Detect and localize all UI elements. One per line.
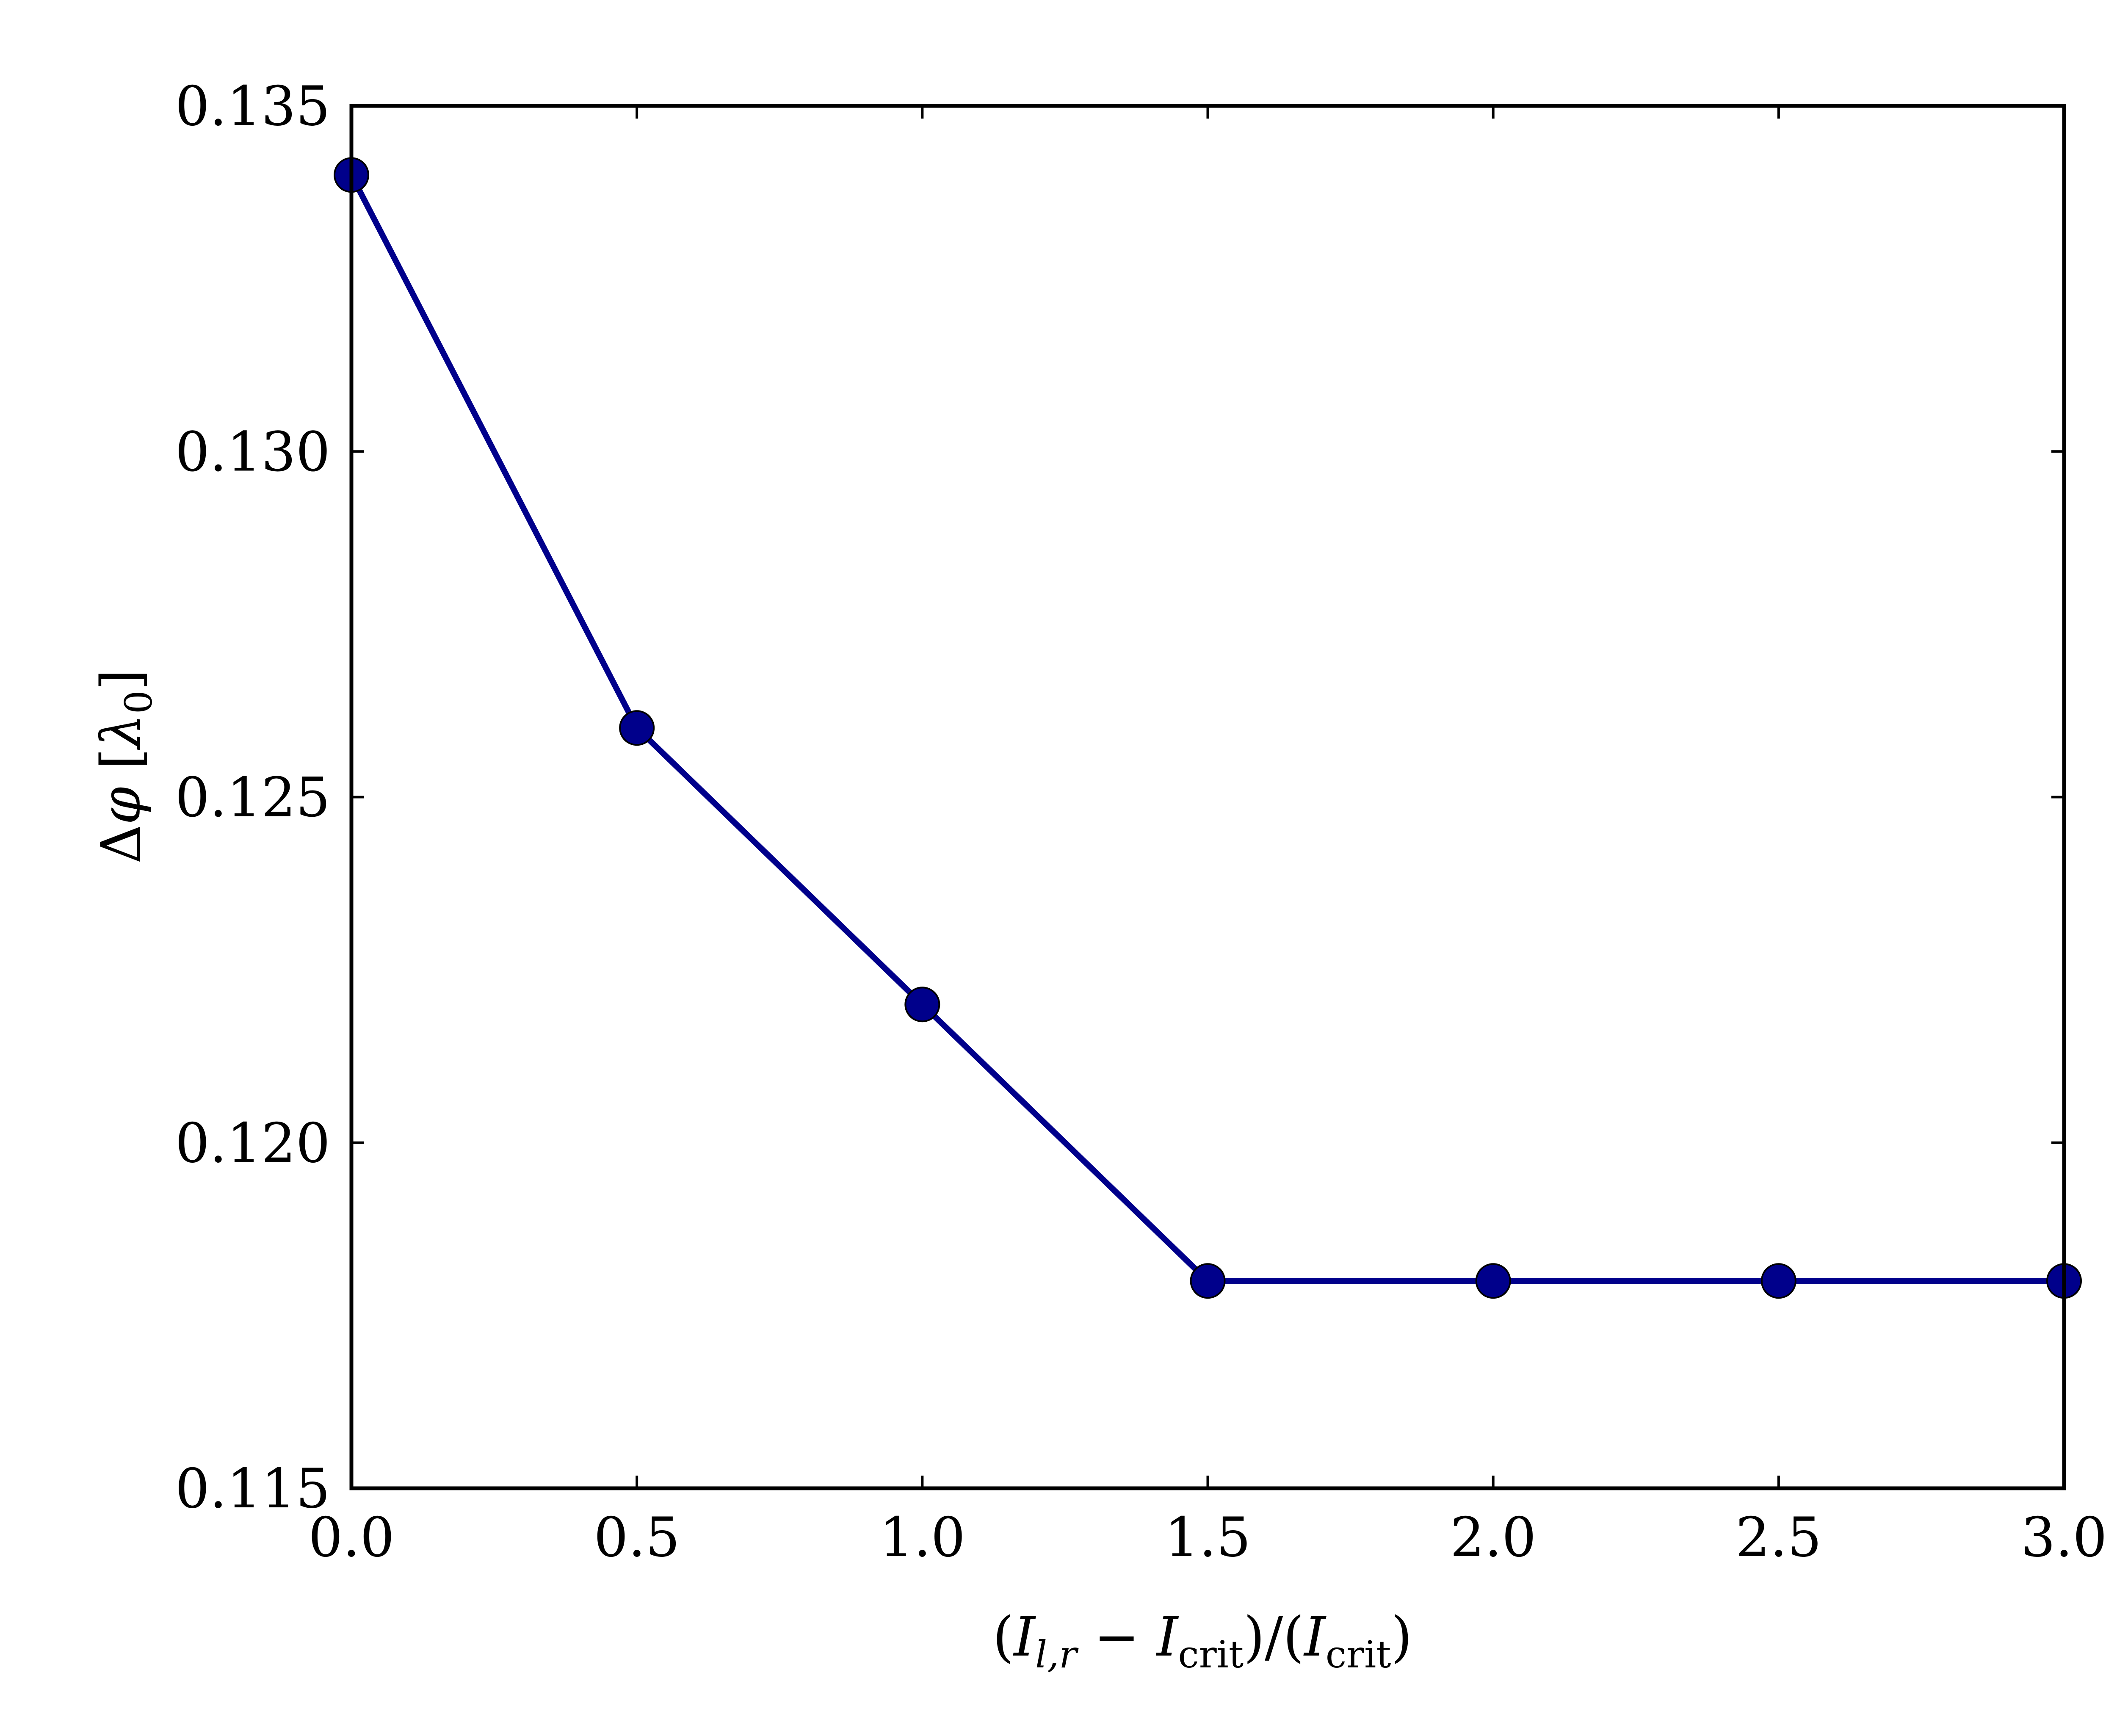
data-point [1760,1263,1796,1299]
data-point [1475,1263,1511,1299]
y-tick-label: 0.130 [175,420,330,484]
data-point [904,987,940,1023]
x-tick-label: 3.0 [2021,1506,2107,1569]
x-tick-label: 2.5 [1736,1506,1822,1569]
x-tick-label: 0.5 [594,1506,680,1569]
y-tick-label: 0.125 [175,766,330,829]
data-point [619,710,655,746]
y-tick-labels: 0.115 0.120 0.125 0.130 0.135 [175,75,330,1520]
y-tick-label: 0.115 [175,1457,330,1520]
x-axis-label: (Il,r − Icrit)/(Icrit) [992,1606,1412,1676]
x-tick-labels: 0.0 0.5 1.0 1.5 2.0 2.5 3.0 [308,1506,2107,1569]
y-tick-label: 0.120 [175,1112,330,1175]
x-tick-label: 2.0 [1450,1506,1537,1569]
plot-area [334,104,2082,1490]
x-tick-label: 1.5 [1165,1506,1251,1569]
axes-frame [349,104,2066,1490]
x-tick-label: 0.0 [308,1506,395,1569]
data-point [1190,1263,1226,1299]
y-axis-label: Δφ [λ0] [90,669,160,864]
x-tick-label: 1.0 [879,1506,966,1569]
y-tick-label: 0.135 [175,75,330,138]
